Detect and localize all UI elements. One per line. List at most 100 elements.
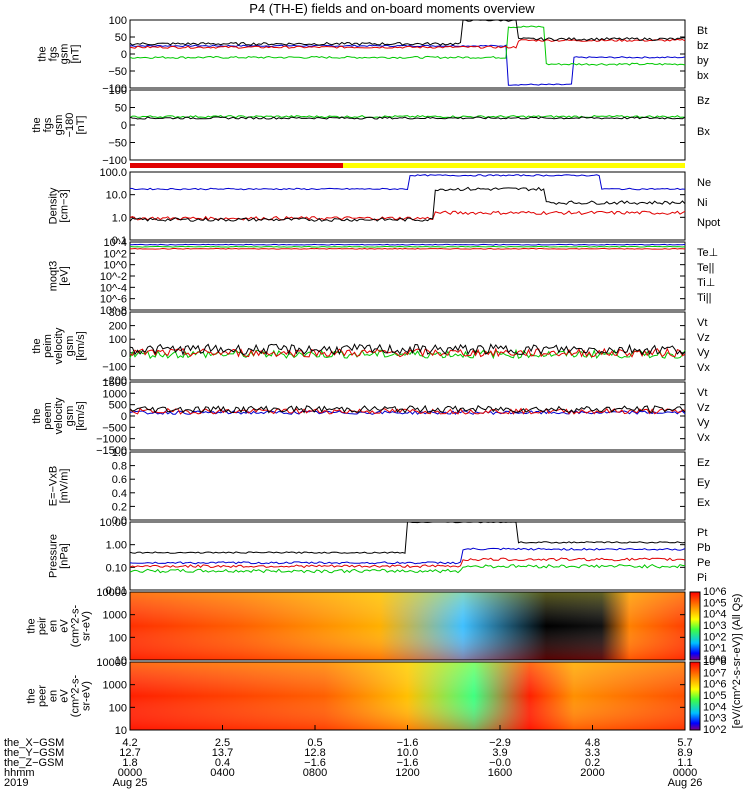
xaxis-value-1-2: 12.8 (304, 747, 325, 759)
xaxis-label-0: the_X−GSM (4, 737, 64, 749)
ylabel-pressure-0: Pressure (48, 534, 60, 578)
ytick-temp-0: 10^4 (103, 237, 127, 249)
ytick-fgs-1: 50 (115, 32, 127, 44)
ylabel-temp-0: moqt3 (48, 261, 60, 292)
legend-peem_v-3: Vx (697, 432, 710, 444)
x-axis: the_X−GSM 4.2 2.5 0.5 −1.6 −2.9 4.8 5.7 the_Y−GS… (4, 725, 702, 789)
ytick-peim_v-5: −200 (102, 375, 127, 387)
ytick-efield-5: 0.0 (112, 515, 127, 527)
panel-peer: 10000 1000 100 10 the peer en eV (cm^2-s-sr-eV) (26, 657, 686, 737)
panel-frame-pressure (129, 521, 686, 591)
ytick-efield-3: 0.4 (112, 488, 127, 500)
legend-pressure-0: Pt (697, 527, 707, 539)
panel-fgs_dsl: 100 50 0 −50 −100 the fgs gsm −180 [nT] Bz Bx (31, 85, 710, 167)
ytick-peem_v-6: −1500 (96, 445, 127, 457)
legend-temp-0: Te⊥ (697, 247, 718, 259)
plot-overlays: 10^610^510^410^310^210^110^010^810^710^6… (129, 19, 743, 736)
ytick-peim_v-4: −100 (102, 361, 127, 373)
ylabel-peim_v-3: gsm (64, 336, 76, 357)
panel-pressure: 10.00 1.00 0.10 0.01 Pressure [nPa] Pt Pb Pe Pi (48, 517, 711, 597)
ytick-peim_v-0: 300 (109, 307, 127, 319)
trace-20 (129, 547, 686, 565)
mode-bar-yellow (343, 163, 685, 168)
legend-fgs_dsl-1: Bx (697, 126, 710, 138)
trace-8 (129, 174, 686, 191)
xaxis-value-0-1: 2.5 (215, 737, 230, 749)
legend-temp-3: Ti|| (697, 292, 711, 304)
ytick-peem_v-3: 0 (121, 411, 127, 423)
ytick-efield-1: 0.8 (112, 461, 127, 473)
ylabel-peer-3: eV (59, 689, 71, 703)
colorbar-tick-0-1: 10^5 (703, 597, 727, 609)
ytick-pressure-2: 0.10 (106, 562, 127, 574)
panel-frame-peem_v (129, 381, 686, 451)
xaxis-value-3-5: 2000 (580, 767, 604, 779)
ytick-peir-1: 1000 (103, 610, 127, 622)
panel-peir: 10000 1000 100 10 the peir en eV (cm^2-s-sr-eV) (26, 587, 686, 667)
xaxis-value-1-1: 13.7 (212, 747, 233, 759)
ylabel-peem_v-2: velocity (53, 397, 65, 434)
ylabel-peir-0: the (26, 618, 38, 633)
colorbar-tick-0-3: 10^3 (703, 620, 727, 632)
xaxis-value-3-1: 0400 (210, 767, 234, 779)
colorbar-tick-1-4: 10^4 (703, 701, 727, 713)
ytick-peer-3: 10 (115, 725, 127, 737)
trace-1 (129, 25, 686, 66)
legend-fgs-0: Bt (697, 25, 707, 37)
legend-pressure-2: Pe (697, 557, 710, 569)
ylabel-peim_v-0: the (31, 338, 43, 353)
ylabel-peir-2: en (48, 620, 60, 632)
xaxis-value-3-2: 0800 (303, 767, 327, 779)
ytick-peir-2: 100 (109, 632, 127, 644)
legend-density-1: Ni (697, 197, 707, 209)
ylabel-peim_v-4: [km/s] (75, 331, 87, 360)
colorbar-tick-1-5: 10^3 (703, 713, 727, 725)
ytick-temp-5: 10^-6 (100, 294, 127, 306)
colorbar-tick-1-2: 10^6 (703, 679, 727, 691)
panel-efield: 1.0 0.80.6 0.40.2 0.0 E=−VxB [mV/m] Ez Ey Ex (48, 447, 711, 527)
trace-13 (129, 347, 686, 358)
ytick-pressure-0: 10.00 (99, 517, 127, 529)
xaxis-value-3-3: 1200 (395, 767, 419, 779)
xaxis-value-2-1: 0.4 (215, 757, 230, 769)
legend-density-0: Ne (697, 177, 711, 189)
xaxis-year: 2019 (4, 777, 28, 789)
ytick-temp-3: 10^-2 (100, 271, 127, 283)
legend-fgs-3: bx (697, 70, 709, 82)
ylabel-fgs_dsl-2: gsm (53, 115, 65, 136)
ytick-peer-1: 1000 (103, 680, 127, 692)
panel-frame-fgs_dsl (129, 89, 686, 161)
trace-17 (129, 404, 686, 414)
panel-density: 100.0 10.0 1.0 0.1 Density [cm−3] Ne Ni Npot (48, 167, 721, 247)
trace-19 (129, 557, 686, 569)
ylabel-peem_v-3: gsm (64, 406, 76, 427)
legend-peem_v-1: Vz (697, 402, 710, 414)
ylabel-peer-2: en (48, 690, 60, 702)
ytick-efield-4: 0.2 (112, 501, 127, 513)
xaxis-value-0-6: 5.7 (677, 737, 692, 749)
colorbar-tick-0-6: 10^0 (703, 654, 727, 666)
panel-temp: 10^410^210^010^-210^-410^-610^-8 moqt3 [eV… (48, 237, 719, 317)
ytick-fgs_dsl-2: 0 (121, 120, 127, 132)
legend-efield-0: Ez (697, 457, 710, 469)
ytick-density-1: 10.0 (106, 190, 127, 202)
xaxis-date-start: Aug 25 (113, 777, 148, 789)
ylabel-peim_v-2: velocity (53, 327, 65, 364)
ytick-peim_v-2: 100 (109, 334, 127, 346)
legend-efield-1: Ey (697, 477, 710, 489)
legend-fgs-1: bz (697, 40, 709, 52)
trace-18 (129, 564, 686, 574)
ylabel-density-0: Density (48, 187, 60, 224)
colorbar-tick-0-5: 10^1 (703, 643, 727, 655)
legend-temp-2: Ti⊥ (697, 277, 715, 289)
colorbar-tick-0-2: 10^4 (703, 609, 727, 621)
ytick-efield-2: 0.6 (112, 474, 127, 486)
xaxis-value-1-4: 3.9 (492, 747, 507, 759)
ylabel-peer-4: (cm^2-s- (70, 674, 82, 717)
panel-frame-peir (129, 591, 686, 661)
ylabel-fgs_dsl-1: fgs (42, 117, 54, 132)
trace-14 (129, 343, 686, 357)
legend-density-2: Npot (697, 217, 720, 229)
xaxis-label-3: hhmm (4, 767, 35, 779)
